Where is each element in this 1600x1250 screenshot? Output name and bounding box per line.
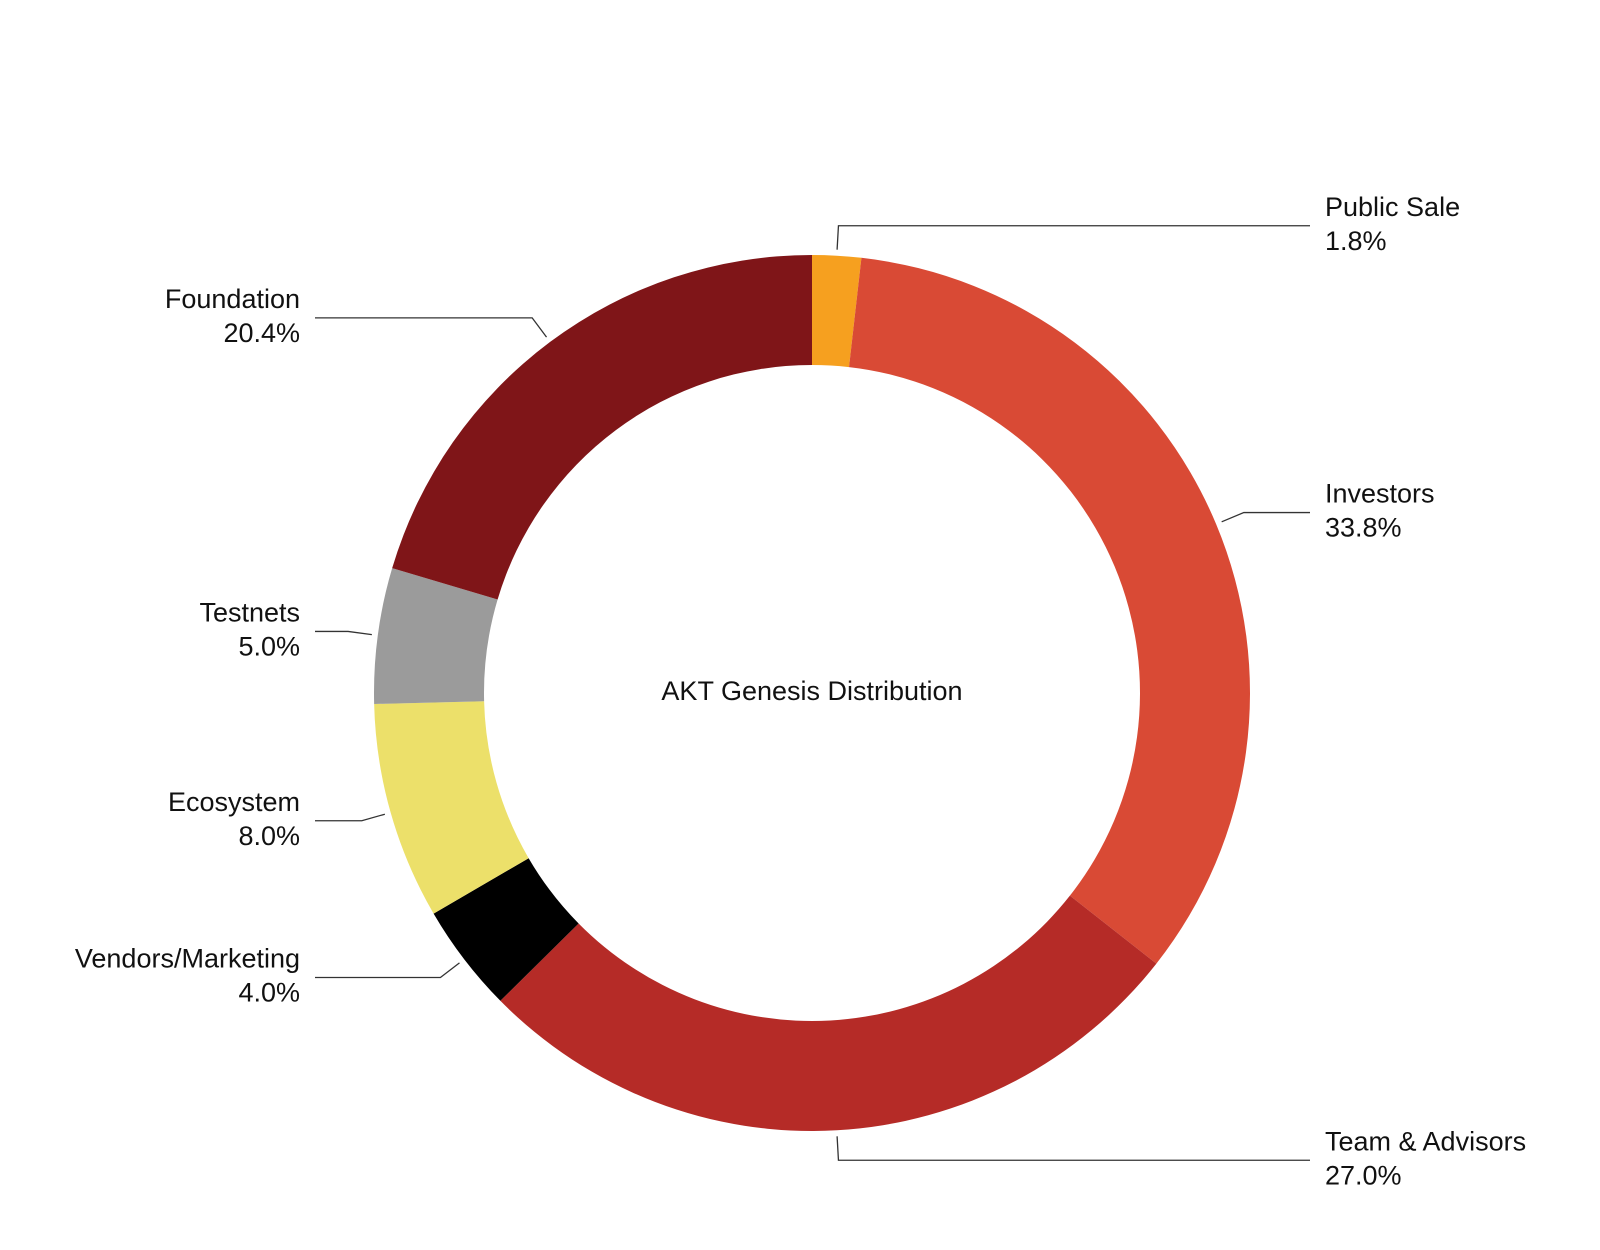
slice-label: Team & Advisors: [1325, 1126, 1526, 1156]
slice: [374, 568, 498, 705]
slice-label: Public Sale: [1325, 192, 1460, 222]
leader-line: [315, 317, 548, 338]
leader-line: [836, 1136, 1310, 1161]
slice-label: Testnets: [199, 598, 300, 628]
slice: [374, 701, 529, 914]
leader-line: [1221, 511, 1310, 523]
leader-line: [315, 630, 372, 636]
slice-label: Foundation: [165, 284, 300, 314]
value-label: 33.8%: [1325, 513, 1402, 543]
value-label: 20.4%: [223, 318, 300, 348]
value-label: 5.0%: [238, 632, 300, 662]
slice: [849, 257, 1250, 964]
slice: [433, 858, 579, 1001]
value-label: 4.0%: [238, 978, 300, 1008]
value-label: 27.0%: [1325, 1160, 1402, 1190]
leader-line: [836, 225, 1310, 250]
value-label: 1.8%: [1325, 226, 1387, 256]
leader-line: [315, 813, 386, 822]
chart-title: AKT Genesis Distribution: [661, 676, 962, 706]
slice-label: Vendors/Marketing: [75, 944, 300, 974]
slice: [392, 255, 812, 600]
slice-label: Investors: [1325, 479, 1435, 509]
leader-line: [315, 962, 460, 979]
slice-label: Ecosystem: [168, 787, 300, 817]
value-label: 8.0%: [238, 821, 300, 851]
slice: [812, 255, 862, 368]
slice: [500, 895, 1157, 1131]
